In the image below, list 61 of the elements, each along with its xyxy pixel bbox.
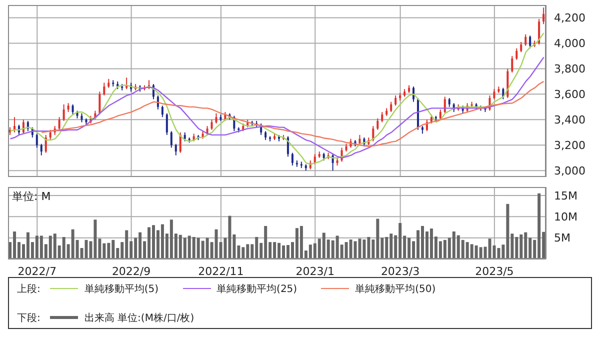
y-tick-label: 10M xyxy=(554,210,578,224)
candlestick xyxy=(291,152,294,166)
legend-title: 下段: xyxy=(17,312,40,324)
candlestick xyxy=(58,116,60,130)
candlestick xyxy=(511,55,514,74)
candlestick xyxy=(439,108,442,120)
candlestick xyxy=(170,130,172,148)
y-tick-label: 3,000 xyxy=(554,164,586,178)
legend-title: 上段: xyxy=(17,282,40,296)
x-tick-label: 2023/1 xyxy=(296,264,334,278)
bar xyxy=(354,241,357,259)
candlestick xyxy=(529,35,532,49)
bar xyxy=(488,238,492,259)
y-tick-label: 3,200 xyxy=(554,139,586,152)
candlestick xyxy=(62,104,65,122)
y-tick-label: 4,200 xyxy=(554,12,586,25)
y-tick-label: 4,000 xyxy=(554,37,586,50)
legend-label: 単純移動平均(25) xyxy=(216,282,298,296)
y-tick-label: 15M xyxy=(554,189,578,202)
x-tick-label: 2022/7 xyxy=(18,264,56,278)
candlestick xyxy=(166,112,168,136)
legend-label: 出来高 単位:(M株/口/枚) xyxy=(84,312,194,324)
candlestick xyxy=(161,105,164,118)
candlestick xyxy=(493,88,496,100)
candlestick xyxy=(174,143,177,156)
bar xyxy=(84,240,88,259)
candlestick xyxy=(44,134,47,154)
y-tick-label: 3,600 xyxy=(554,88,586,102)
candlestick xyxy=(103,82,106,96)
bar xyxy=(13,231,16,259)
candlestick xyxy=(524,34,527,46)
y-axis-title: 単位: M xyxy=(12,189,51,204)
candlestick xyxy=(156,94,159,110)
candlestick xyxy=(376,118,379,130)
candlestick xyxy=(390,101,392,113)
legend-label: 単純移動平均(5) xyxy=(84,282,159,296)
candlestick xyxy=(49,129,52,141)
candlestick xyxy=(394,94,397,106)
candlestick xyxy=(314,154,316,165)
candlestick xyxy=(542,7,545,25)
candlestick xyxy=(520,41,522,53)
candlestick xyxy=(502,87,504,100)
x-tick-label: 2022/11 xyxy=(198,264,244,278)
y-tick-label: 3,400 xyxy=(554,114,586,127)
x-tick-label: 2022/9 xyxy=(112,264,151,278)
x-tick-label: 2023/5 xyxy=(475,264,514,278)
candlestick xyxy=(215,112,218,124)
x-tick-label: 2023/3 xyxy=(380,264,420,278)
candlestick xyxy=(381,112,384,123)
candlestick xyxy=(13,116,16,133)
bar xyxy=(358,238,362,259)
candlestick xyxy=(72,104,74,116)
candlestick xyxy=(179,132,182,154)
y-tick-label: 5M xyxy=(554,232,570,245)
candlestick xyxy=(36,133,38,148)
line-series xyxy=(41,80,544,148)
y-tick-label: 3,800 xyxy=(554,62,586,76)
candlestick xyxy=(40,143,42,156)
candlestick xyxy=(210,119,213,130)
candlestick xyxy=(516,48,518,60)
legend-label: 単純移動平均(50) xyxy=(355,282,436,296)
